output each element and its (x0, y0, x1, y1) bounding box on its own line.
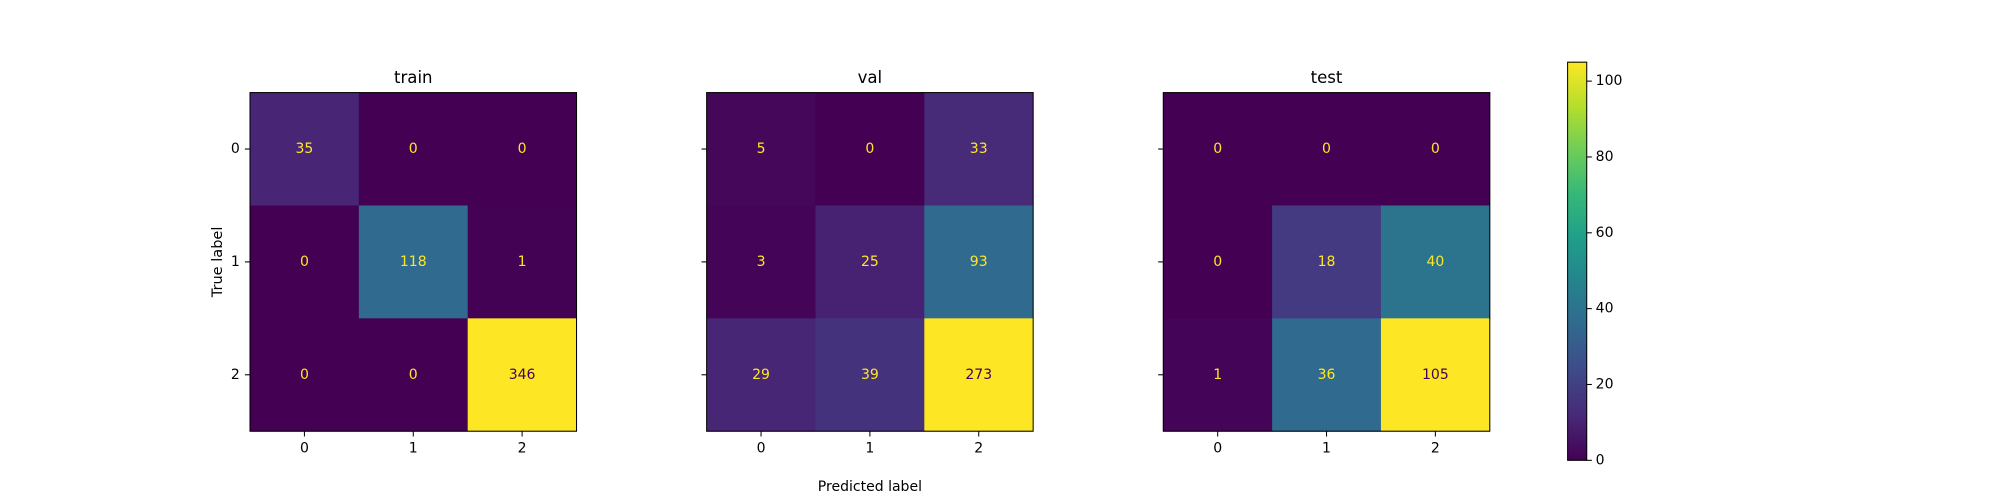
cell-label: 105 (1422, 367, 1449, 383)
colorbar-tick-label: 80 (1596, 149, 1614, 165)
cell-label: 5 (757, 141, 766, 157)
x-tick-label: 0 (300, 440, 309, 456)
cell-label: 0 (1213, 254, 1222, 270)
colorbar-tick-label: 60 (1596, 225, 1614, 241)
cell-label: 0 (518, 141, 527, 157)
heatmap-cell (1380, 205, 1491, 319)
x-tick-label: 1 (865, 440, 874, 456)
heatmap-cell (706, 92, 816, 206)
heatmap-cell (250, 92, 360, 206)
panel-title: test (1311, 67, 1343, 87)
cell-label: 93 (970, 254, 988, 270)
heatmap-cell (467, 92, 577, 206)
cell-label: 0 (409, 367, 418, 383)
heatmap-cell (250, 205, 360, 319)
cell-label: 18 (1318, 254, 1336, 270)
y-tick-label: 0 (231, 141, 240, 157)
cell-label: 40 (1426, 254, 1444, 270)
heatmap-cell (924, 318, 1034, 432)
heatmap-cell (924, 205, 1034, 319)
heatmap-cell (815, 318, 925, 432)
y-axis-label: True label (210, 227, 226, 299)
cell-label: 35 (295, 141, 313, 157)
cell-label: 29 (752, 367, 770, 383)
heatmap-cell (467, 318, 577, 432)
colorbar-tick-label: 40 (1596, 300, 1614, 316)
heatmap-cell (358, 92, 469, 206)
heatmap-cell (706, 205, 816, 319)
heatmap-cell (815, 205, 925, 319)
cell-label: 33 (970, 141, 988, 157)
y-tick-label: 1 (231, 254, 240, 270)
cell-label: 0 (1431, 141, 1440, 157)
cell-label: 36 (1318, 367, 1336, 383)
cell-label: 3 (757, 254, 766, 270)
heatmap-cell (358, 318, 469, 432)
heatmap-cell (1272, 92, 1382, 206)
cell-label: 0 (300, 367, 309, 383)
colorbar (1567, 61, 1588, 461)
heatmap-cell (1380, 318, 1491, 432)
cell-label: 0 (1322, 141, 1331, 157)
cell-label: 346 (509, 367, 536, 383)
x-tick-label: 1 (409, 440, 418, 456)
x-tick-label: 1 (1322, 440, 1331, 456)
colorbar-tick-label: 100 (1596, 73, 1623, 89)
cell-label: 0 (300, 254, 309, 270)
colorbar-tick-label: 20 (1596, 376, 1614, 392)
panel-title: val (858, 67, 883, 87)
cell-label: 25 (861, 254, 879, 270)
heatmap-cell (358, 205, 469, 319)
x-tick-label: 2 (974, 440, 983, 456)
heatmap-cell (706, 318, 816, 432)
heatmap-cell (815, 92, 925, 206)
cell-label: 1 (1213, 367, 1222, 383)
x-tick-label: 0 (1213, 440, 1222, 456)
cell-label: 1 (518, 254, 527, 270)
heatmap-cell (250, 318, 360, 432)
y-tick-label: 2 (231, 367, 240, 383)
heatmap-cell (1163, 92, 1273, 206)
heatmap-cell (467, 205, 577, 319)
colorbar-tick-label: 0 (1596, 452, 1605, 468)
x-tick-label: 2 (518, 440, 527, 456)
x-axis-label: Predicted label (818, 479, 922, 495)
cell-label: 0 (1213, 141, 1222, 157)
heatmap-cell (1380, 92, 1491, 206)
heatmap-cell (1272, 205, 1382, 319)
cell-label: 0 (409, 141, 418, 157)
panel-title: train (394, 67, 433, 87)
heatmap-cell (1272, 318, 1382, 432)
cell-label: 118 (400, 254, 427, 270)
heatmap-cell (1163, 205, 1273, 319)
x-tick-label: 2 (1431, 440, 1440, 456)
cell-label: 273 (965, 367, 992, 383)
x-tick-label: 0 (757, 440, 766, 456)
cell-label: 39 (861, 367, 879, 383)
heatmap-cell (1163, 318, 1273, 432)
heatmap-cell (924, 92, 1034, 206)
cell-label: 0 (865, 141, 874, 157)
